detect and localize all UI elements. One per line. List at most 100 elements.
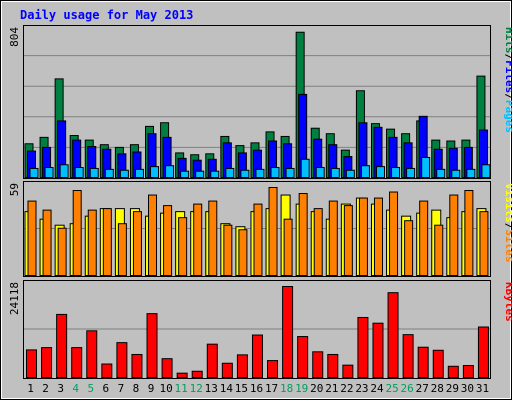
day-label: 23 <box>355 382 368 395</box>
pages-files-hits-pages-bar <box>74 167 84 178</box>
day-label: 13 <box>205 382 218 395</box>
kbytes-kbytes-bar <box>447 365 459 378</box>
legend-entry: Pages <box>503 100 512 133</box>
pages-files-hits-pages-bar <box>29 167 39 179</box>
visits-sites-panel: 59 Visits/Sites <box>8 181 512 277</box>
pages-files-hits-pages-bar <box>165 165 175 178</box>
kbytes-kbytes-bar <box>131 353 143 379</box>
visits-sites-sites-bar <box>193 203 203 276</box>
legend-entry: / <box>503 54 512 61</box>
visits-sites-sites-bar <box>238 229 248 276</box>
visits-sites-sites-bar <box>358 197 368 277</box>
visits-sites-sites-bar <box>434 224 444 277</box>
pages-files-hits-legend: Hits/Files/Pages <box>503 27 512 133</box>
day-label: 24 <box>370 382 384 395</box>
pages-files-hits-pages-bar <box>119 169 129 178</box>
kbytes-kbytes-bar <box>191 370 203 378</box>
legend-entry: Sites <box>503 229 512 262</box>
visits-sites-sites-bar <box>268 187 278 276</box>
pages-files-hits-pages-bar <box>44 167 54 178</box>
pages-files-hits-pages-bar <box>240 169 250 178</box>
kbytes-kbytes-bar <box>41 347 53 379</box>
chart-title: Daily usage for May 2013 <box>20 8 193 22</box>
kbytes-kbytes-bar <box>206 343 218 378</box>
pages-files-hits-pages-bar <box>466 168 476 179</box>
kbytes-kbytes-bar <box>327 353 339 379</box>
pages-files-hits-pages-bar <box>391 167 401 178</box>
day-label: 19 <box>295 382 308 395</box>
pages-files-hits-pages-bar <box>210 170 220 179</box>
visits-sites-sites-bar <box>117 223 127 276</box>
day-label: 26 <box>401 382 414 395</box>
kbytes-kbytes-bar <box>432 349 444 379</box>
day-label: 29 <box>446 382 459 395</box>
day-label: 27 <box>416 382 429 395</box>
kbytes-kbytes-bar <box>101 363 113 379</box>
day-label: 1 <box>27 382 34 395</box>
visits-sites-sites-bar <box>389 191 399 276</box>
kbytes-kbytes-bar <box>462 365 474 378</box>
kbytes-max-label: 24118 <box>8 282 21 315</box>
legend-entry: / <box>503 223 512 230</box>
day-label: 22 <box>340 382 353 395</box>
kbytes-kbytes-bar <box>26 349 37 378</box>
pages-files-hits-pages-bar <box>270 167 280 178</box>
visits-sites-sites-bar <box>163 205 173 277</box>
day-label: 11 <box>175 382 188 395</box>
kbytes-kbytes-bar <box>312 351 324 378</box>
visits-sites-sites-bar <box>373 197 383 277</box>
day-label: 3 <box>57 382 64 395</box>
visits-sites-sites-bar <box>102 208 112 276</box>
pages-files-hits-pages-bar <box>104 168 114 179</box>
pages-files-hits-pages-bar <box>89 167 99 179</box>
kbytes-kbytes-bar <box>221 362 233 379</box>
visits-sites-max-label: 59 <box>8 183 21 196</box>
day-label: 9 <box>148 382 155 395</box>
day-label: 18 <box>280 382 293 395</box>
legend-entry: Visits <box>503 183 512 223</box>
legend-entry: Hits <box>503 27 512 54</box>
day-label: 16 <box>250 382 263 395</box>
visits-sites-sites-bar <box>42 209 52 276</box>
visits-sites-sites-bar <box>253 203 263 276</box>
pages-files-hits-pages-bar <box>180 170 190 179</box>
visits-sites-sites-bar <box>449 194 459 276</box>
kbytes-legend: KBytes <box>503 282 512 322</box>
visits-sites-sites-bar <box>223 224 233 277</box>
kbytes-kbytes-bar <box>402 334 414 379</box>
pages-files-hits-pages-bar <box>451 169 461 178</box>
visits-sites-sites-bar <box>283 218 293 276</box>
kbytes-kbytes-bar <box>236 354 248 378</box>
pages-files-hits-pages-bar <box>375 166 385 179</box>
pages-files-hits-max-label: 804 <box>8 27 21 47</box>
visits-sites-sites-bar <box>313 208 323 276</box>
kbytes-kbytes-bar <box>267 360 279 378</box>
kbytes-panel: 24118 KBytes <box>8 280 512 379</box>
kbytes-kbytes-bar <box>176 372 188 378</box>
kbytes-kbytes-bar <box>357 316 369 378</box>
day-label: 10 <box>159 382 172 395</box>
pages-files-hits-pages-bar <box>59 164 69 178</box>
day-label: 5 <box>87 382 94 395</box>
day-label: 17 <box>265 382 278 395</box>
kbytes-kbytes-bar <box>146 313 158 378</box>
day-label: 2 <box>42 382 49 395</box>
pages-files-hits-pages-bar <box>150 166 160 179</box>
kbytes-kbytes-bar <box>387 292 399 379</box>
kbytes-kbytes-bar <box>116 342 128 379</box>
day-label: 30 <box>461 382 474 395</box>
visits-sites-sites-bar <box>404 220 414 277</box>
day-label: 12 <box>190 382 203 395</box>
pages-files-hits-pages-bar <box>315 167 325 178</box>
day-label: 6 <box>103 382 110 395</box>
day-label: 8 <box>133 382 140 395</box>
visits-sites-sites-bar <box>343 205 353 277</box>
day-axis-labels: 1 2 3 4 5 6 7 8 9 10 11 12 13 14 15 16 17 18 19 20 21 22 23 24 2… <box>27 382 489 395</box>
pages-files-hits-pages-bar <box>225 167 235 179</box>
visits-sites-sites-bar <box>87 209 97 276</box>
kbytes-kbytes-bar <box>297 336 309 379</box>
visits-sites-sites-bar <box>298 193 308 277</box>
